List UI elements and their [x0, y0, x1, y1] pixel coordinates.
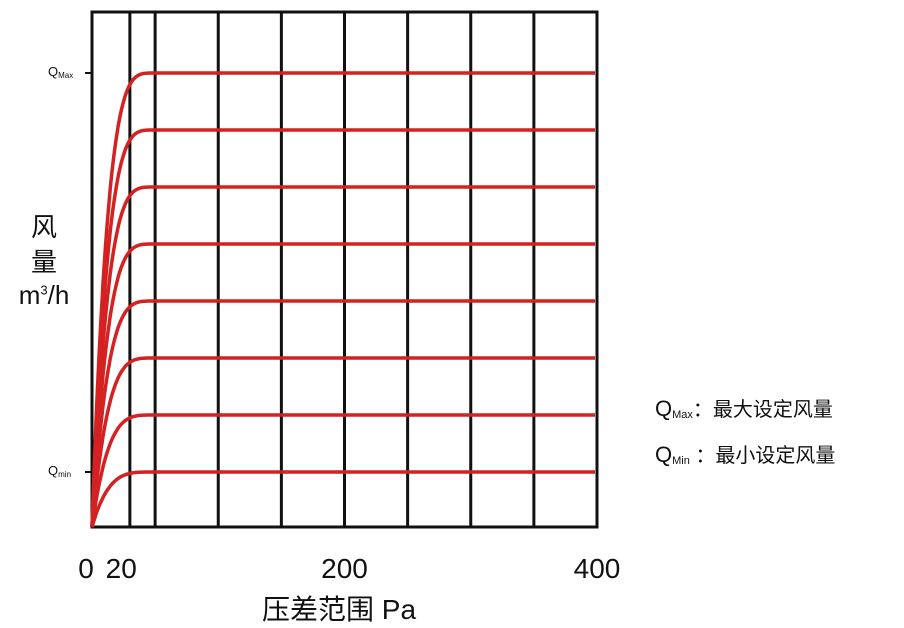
flow-curve-level-8	[90, 71, 595, 528]
flow-curve-level-2	[90, 413, 595, 528]
y-tick-label: Qmin	[48, 463, 71, 479]
x-tick-label: 400	[574, 553, 621, 584]
legend-min: QMin ：最小设定风量	[655, 442, 836, 467]
x-tick-label: 20	[106, 553, 137, 584]
flow-curve-level-5	[90, 242, 595, 528]
flow-curve-level-3	[90, 356, 595, 528]
y-axis-title-line2: 量	[30, 247, 57, 277]
grid	[90, 10, 599, 529]
flow-curve-level-4	[90, 299, 595, 528]
y-axis-unit: m3/h	[18, 280, 70, 310]
y-tick-label: QMax	[48, 64, 73, 80]
axis-ticks: 0 20 200 400 QMax Qmin	[48, 64, 620, 584]
y-axis-title-line1: 风	[30, 212, 57, 242]
x-tick-label: 200	[321, 553, 368, 584]
x-axis-title: 压差范围 Pa	[262, 594, 417, 625]
flow-curve-level-6	[90, 185, 595, 528]
flow-curves	[90, 71, 595, 528]
x-tick-label: 0	[78, 553, 94, 584]
legend-max: QMax：最大设定风量	[655, 396, 833, 421]
flow-curve-level-1	[90, 470, 595, 528]
